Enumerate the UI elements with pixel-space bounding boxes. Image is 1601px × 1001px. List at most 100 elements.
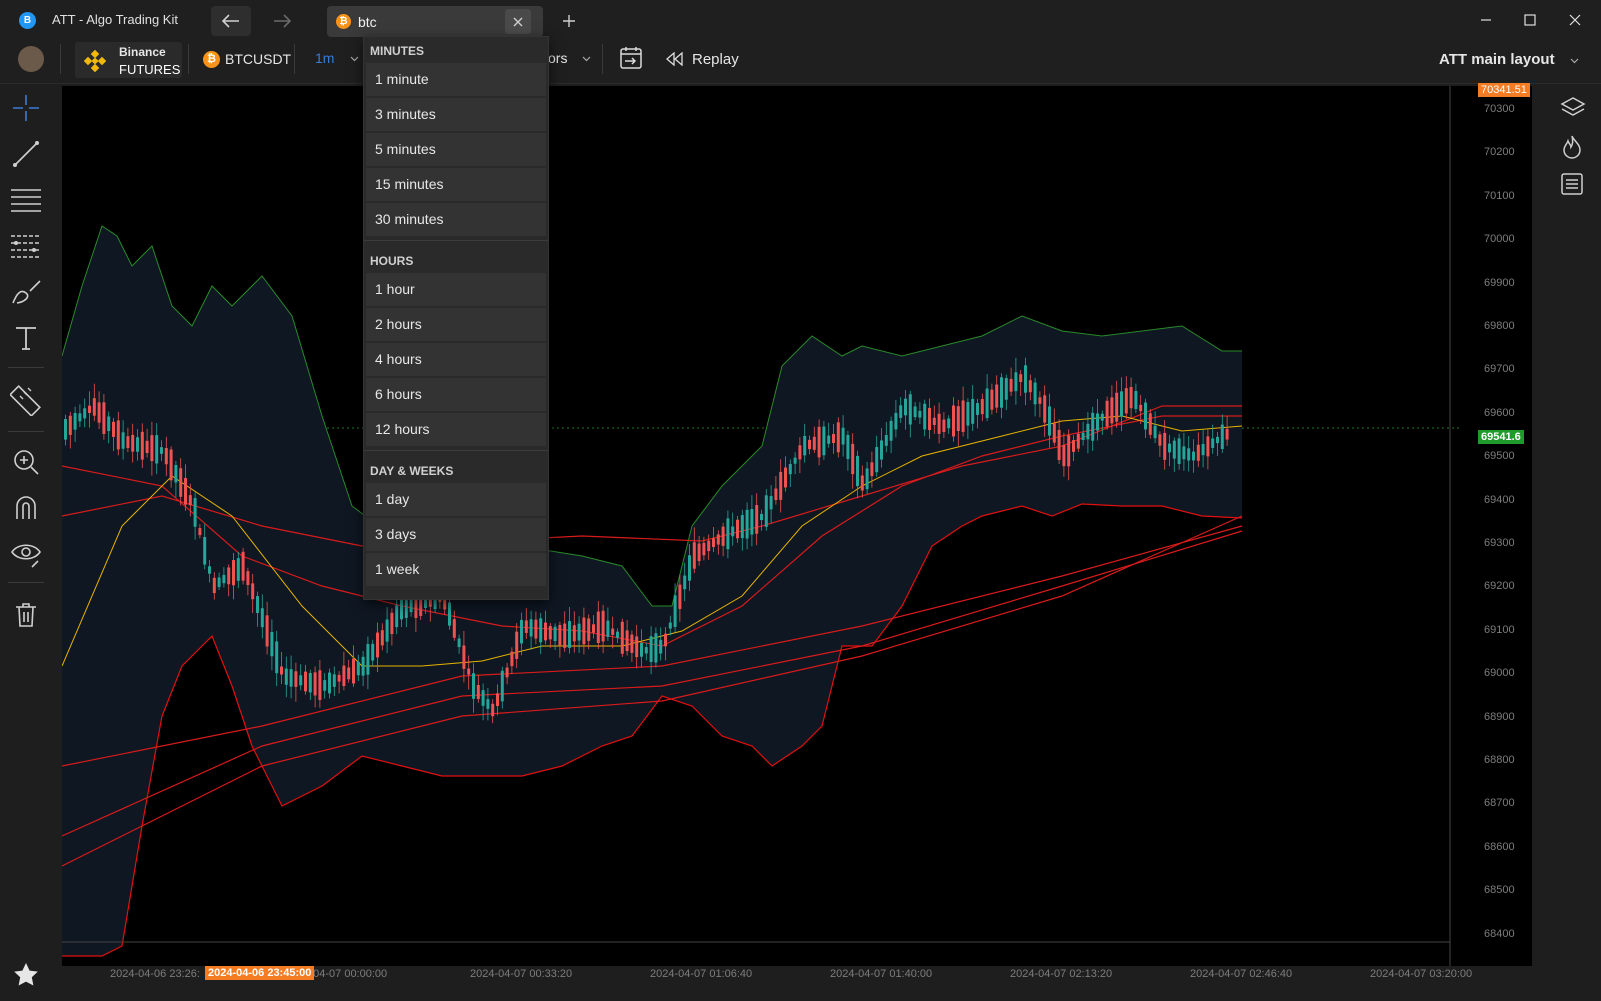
interval-selector[interactable]: 1m [310, 49, 362, 71]
close-window-button[interactable] [1557, 6, 1593, 34]
timeframe-option[interactable]: 1 minute [366, 63, 546, 96]
candles-group [64, 357, 1229, 724]
replay-label: Replay [692, 51, 739, 68]
toolbar-divider [60, 44, 61, 74]
crosshair-tool[interactable] [6, 88, 46, 128]
app-title: ATT - Algo Trading Kit [52, 12, 178, 27]
timeframe-option[interactable]: 3 minutes [366, 98, 546, 131]
timeframe-option[interactable]: 1 hour [366, 273, 546, 306]
dropdown-header: MINUTES [370, 44, 424, 58]
time-axis-label: 2024-04-07 00:33:20 [470, 968, 573, 980]
chart-canvas[interactable] [61, 86, 1532, 966]
price-axis-label: 69500 [1484, 450, 1515, 463]
exchange-selector[interactable]: Binance FUTURES [75, 42, 182, 78]
horizontal-lines-tool[interactable] [6, 180, 46, 220]
timeframe-dropdown[interactable]: MINUTES 1 minute 3 minutes 5 minutes 15 … [363, 36, 549, 600]
dropdown-group-hours: HOURS 1 hour 2 hours 4 hours 6 hours 12 … [364, 247, 548, 446]
moving-average-line [61, 525, 1243, 767]
fib-levels-tool[interactable] [6, 226, 46, 266]
crosshair-icon [13, 95, 39, 121]
delete-drawings-tool[interactable] [6, 595, 46, 635]
visibility-tool[interactable] [6, 534, 46, 574]
trend-line-tool[interactable] [6, 134, 46, 174]
interval-label: 1m [315, 50, 335, 66]
brush-tool[interactable] [6, 272, 46, 312]
timeframe-option[interactable]: 5 minutes [366, 133, 546, 166]
arrow-right-icon [274, 14, 291, 28]
replay-button[interactable]: Replay [666, 48, 746, 72]
timeframe-option[interactable]: 4 hours [366, 343, 546, 376]
symbol-search-tab[interactable]: ₿ btc [327, 6, 543, 37]
time-axis-label: 2024-04-07 01:06:40 [650, 968, 753, 980]
orders-list-button[interactable] [1560, 172, 1590, 202]
bitcoin-icon: ₿ [203, 51, 220, 68]
list-icon [1561, 173, 1583, 195]
favorites-tool[interactable] [6, 955, 46, 995]
maximize-button[interactable] [1512, 6, 1548, 34]
price-axis-label: 69900 [1484, 276, 1515, 289]
trend-line-icon [13, 141, 39, 167]
forward-button[interactable] [262, 6, 302, 36]
price-axis-label: 70000 [1484, 233, 1515, 246]
price-axis-label: 69700 [1484, 363, 1515, 376]
top-price-tag: 70341.51 [1478, 83, 1530, 97]
time-axis-label: 2024-04-07 02:13:20 [1010, 968, 1113, 980]
back-button[interactable] [211, 6, 251, 36]
time-axis-label: 2024-04-07 03:20:00 [1370, 968, 1473, 980]
ruler-tool[interactable] [6, 380, 46, 420]
clear-search-button[interactable] [505, 9, 531, 34]
hotlist-button[interactable] [1560, 134, 1590, 164]
timeframe-option[interactable]: 12 hours [366, 413, 546, 446]
bollinger-lower-line [62, 503, 1243, 957]
goto-date-button[interactable] [618, 46, 648, 74]
indicators-button[interactable]: ors [548, 49, 596, 71]
search-input[interactable]: btc [358, 14, 377, 30]
chevron-down-icon [350, 56, 359, 62]
dropdown-divider [364, 450, 548, 451]
avatar[interactable] [18, 46, 44, 72]
maximize-icon [1524, 14, 1536, 26]
arrow-left-icon [222, 14, 239, 28]
close-icon [1569, 14, 1581, 26]
toolbar-divider [294, 44, 295, 74]
exchange-type: FUTURES [119, 62, 181, 77]
rewind-icon [666, 52, 683, 66]
layers-button[interactable] [1560, 96, 1590, 126]
timeframe-option[interactable]: 1 week [366, 553, 546, 586]
minimize-button[interactable] [1468, 6, 1504, 34]
fire-icon [1563, 135, 1581, 159]
dropdown-header: HOURS [370, 254, 414, 268]
timeframe-option[interactable]: 6 hours [366, 378, 546, 411]
dropdown-divider [364, 240, 548, 241]
zoom-in-tool[interactable] [6, 442, 46, 482]
magnet-icon [16, 496, 36, 519]
timeframe-option[interactable]: 2 hours [366, 308, 546, 341]
minimize-icon [1481, 19, 1491, 21]
magnet-tool[interactable] [6, 488, 46, 528]
chevron-down-icon [582, 56, 591, 62]
horizontal-lines-icon [11, 189, 41, 212]
moving-average-line [61, 530, 1243, 837]
new-tab-button[interactable] [549, 6, 589, 36]
dropdown-group-days-weeks: DAY & WEEKS 1 day 3 days 1 week [364, 457, 548, 586]
trash-icon [16, 603, 36, 627]
timeframe-option[interactable]: 15 minutes [366, 168, 546, 201]
layout-selector[interactable]: ATT main layout [1436, 49, 1586, 73]
layers-icon [1560, 97, 1586, 116]
price-axis-label: 69400 [1484, 493, 1515, 506]
timeframe-option[interactable]: 30 minutes [366, 203, 546, 236]
price-chart[interactable] [61, 86, 1532, 966]
text-tool[interactable] [6, 318, 46, 358]
timeframe-option[interactable]: 1 day [366, 483, 546, 516]
dropdown-header: DAY & WEEKS [370, 464, 454, 478]
chevron-down-icon [1570, 58, 1579, 64]
price-axis-label: 68600 [1484, 840, 1515, 853]
crosshair-time-tag: 2024-04-06 23:45:00 [205, 966, 315, 980]
price-axis-label: 69800 [1484, 320, 1515, 332]
moving-average-line [61, 405, 1242, 547]
current-price-tag: 69541.6 [1478, 430, 1524, 444]
time-axis-label: 2024-04-07 01:40:00 [830, 968, 933, 980]
ruler-icon [10, 385, 41, 416]
timeframe-option[interactable]: 3 days [366, 518, 546, 551]
star-icon [14, 963, 38, 986]
